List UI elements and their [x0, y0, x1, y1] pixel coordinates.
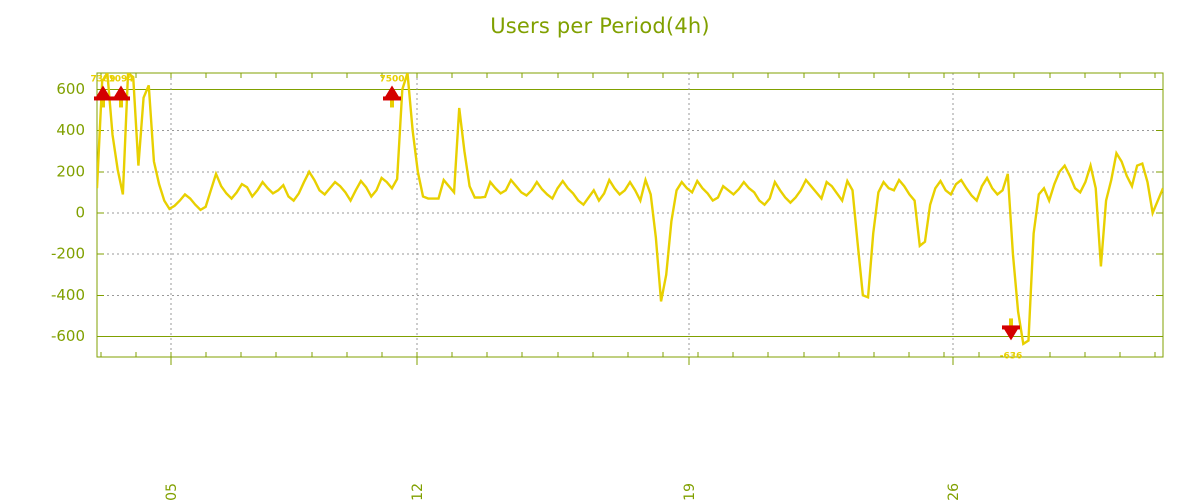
plot-border [96, 72, 1164, 358]
grid-layer [97, 73, 1163, 357]
y-axis-tick-label: -200 [51, 245, 85, 263]
y-axis-tick-label: -400 [51, 286, 85, 304]
marker-value-label: 7500 [379, 74, 404, 84]
data-series-layer [97, 73, 1163, 346]
marker-base-bar [1002, 325, 1020, 330]
marker-base-bar [383, 96, 401, 101]
triangle-up-icon [113, 85, 129, 99]
y-axis-tick-label: 600 [56, 80, 85, 98]
triangle-up-icon [384, 85, 400, 99]
x-axis-ticks: 2024.09.05 2024.09.12 2024.09.19 2024.09.26 [100, 73, 1156, 500]
marker-base-bar [112, 96, 130, 101]
marker-base-bar [94, 96, 112, 101]
min-marker: -636 [1000, 318, 1023, 361]
y-axis-tick-label: 400 [56, 121, 85, 139]
y-axis-tick-label: 200 [56, 162, 85, 180]
data-series-line [97, 73, 1163, 346]
x-axis-tick-label: 2024.09.05 [164, 483, 180, 500]
y-axis-tick-label: 0 [75, 203, 85, 221]
x-axis-tick-label: 2024.09.19 [682, 483, 698, 500]
y-axis-ticks: 600 400 200 0 -200 -400 -600 [51, 80, 1163, 345]
max-marker: 7389 [90, 74, 116, 108]
x-axis-tick-label: 2024.09.12 [410, 483, 426, 500]
max-marker: 7500 [379, 74, 405, 108]
plot-frame [96, 72, 1164, 358]
marker-value-label: 1094 [108, 74, 133, 84]
y-axis-tick-label: -600 [51, 327, 85, 345]
triangle-down-icon [1003, 327, 1019, 341]
marker-value-label: -636 [1000, 351, 1023, 361]
max-marker: 1094 [108, 74, 134, 108]
marker-value-label: 7389 [90, 74, 115, 84]
x-axis-tick-label: 2024.09.26 [946, 483, 962, 500]
triangle-up-icon [95, 85, 111, 99]
chart-title: Users per Period(4h) [490, 14, 710, 38]
